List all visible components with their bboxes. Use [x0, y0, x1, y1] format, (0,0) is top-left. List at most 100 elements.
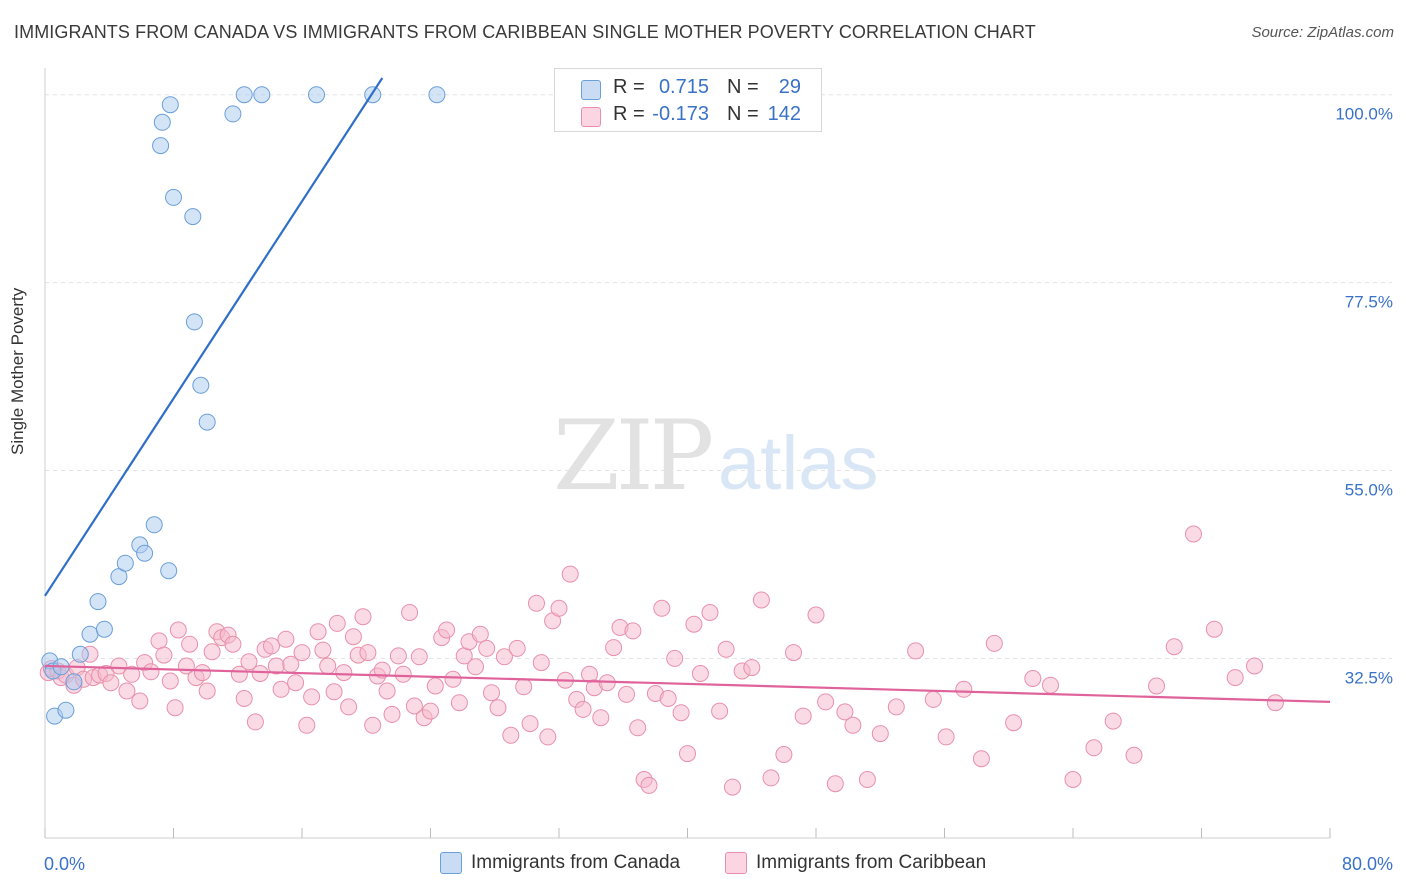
canada-point — [145, 516, 163, 534]
caribbean-point — [711, 702, 729, 720]
canada-point — [192, 376, 210, 394]
caribbean-point — [532, 654, 550, 672]
legend-swatch-canada — [581, 80, 601, 100]
legend-label-caribbean: Immigrants from Caribbean — [756, 852, 987, 873]
caribbean-point — [561, 565, 579, 583]
caribbean-point — [521, 715, 539, 733]
caribbean-point — [618, 685, 635, 703]
caribbean-point — [272, 680, 290, 698]
caribbean-point — [794, 707, 812, 725]
caribbean-point — [131, 692, 149, 710]
legend-row-canada: R = 0.715 N = 29 — [555, 73, 821, 101]
legend-swatch-caribbean — [581, 107, 601, 127]
caribbean-point — [775, 746, 793, 763]
caribbean-point — [150, 632, 168, 650]
caribbean-point — [1064, 771, 1082, 788]
caribbean-point — [235, 690, 253, 707]
canada-point — [81, 625, 99, 643]
caribbean-point — [717, 640, 735, 658]
y-tick-label: 100.0% — [1335, 105, 1393, 124]
caribbean-point — [685, 615, 703, 633]
canada-point — [198, 413, 216, 431]
x-tick-label: 0.0% — [44, 854, 85, 874]
canada-point — [89, 593, 107, 611]
caribbean-point — [924, 690, 942, 708]
caribbean-point — [359, 644, 377, 662]
canada-point — [71, 645, 89, 663]
caribbean-point — [277, 630, 295, 648]
caribbean-point — [574, 700, 592, 718]
caribbean-trend-line — [44, 664, 1331, 703]
caribbean-point — [335, 664, 353, 682]
caribbean-point — [515, 678, 533, 696]
caribbean-point — [467, 658, 484, 676]
caribbean-point — [251, 665, 269, 682]
caribbean-point — [224, 635, 242, 653]
caribbean-point — [985, 634, 1003, 652]
caribbean-point — [303, 688, 321, 706]
caribbean-point — [826, 775, 844, 793]
caribbean-point — [907, 642, 925, 660]
x-tick-label: 80.0% — [1342, 854, 1393, 874]
caribbean-point — [653, 599, 671, 617]
caribbean-point — [373, 661, 391, 679]
y-tick-label: 77.5% — [1345, 293, 1393, 312]
caribbean-point — [640, 776, 658, 794]
caribbean-point — [672, 704, 690, 722]
caribbean-point — [1024, 670, 1042, 687]
canada-point — [116, 554, 134, 572]
correlation-legend: R = 0.715 N = 29 R = -0.173 N = 142 — [554, 68, 822, 132]
caribbean-point — [972, 750, 990, 768]
caribbean-point — [181, 635, 199, 653]
canada-point — [65, 673, 83, 691]
caribbean-point — [495, 648, 513, 666]
caribbean-point — [155, 646, 173, 664]
caribbean-point — [605, 639, 623, 657]
caribbean-point — [198, 682, 216, 700]
caribbean-point — [1148, 677, 1165, 695]
caribbean-point — [405, 697, 423, 715]
caribbean-point — [592, 709, 610, 727]
legend-swatch-canada — [440, 852, 462, 874]
canada-point — [57, 701, 75, 719]
caribbean-point — [817, 693, 835, 711]
legend-r-value: -0.173 — [652, 103, 709, 125]
caribbean-point — [309, 623, 327, 641]
canada-point — [95, 620, 113, 638]
caribbean-point — [450, 694, 468, 712]
legend-swatch-caribbean — [725, 852, 747, 874]
canada-point — [308, 86, 325, 104]
caribbean-point — [1246, 657, 1263, 675]
canada-point — [224, 105, 242, 123]
chart-title: IMMIGRANTS FROM CANADA VS IMMIGRANTS FRO… — [14, 22, 1036, 42]
caribbean-point — [1042, 676, 1059, 694]
caribbean-point — [701, 604, 719, 621]
watermark-atlas: atlas — [718, 421, 879, 506]
caribbean-point — [550, 599, 568, 617]
caribbean-point — [1104, 712, 1122, 730]
caribbean-point — [240, 653, 258, 671]
source-label: Source: ZipAtlas.com — [1251, 24, 1394, 41]
canada-point — [165, 188, 182, 206]
caribbean-point — [354, 608, 372, 626]
caribbean-point — [166, 699, 184, 717]
caribbean-point — [364, 716, 382, 734]
caribbean-point — [679, 745, 696, 763]
legend-r-label: R = — [613, 76, 645, 98]
caribbean-point — [344, 628, 362, 646]
caribbean-point — [659, 690, 677, 707]
canada-trend-line — [44, 77, 384, 597]
caribbean-point — [1185, 525, 1202, 543]
legend-r-label: R = — [613, 103, 645, 125]
caribbean-point — [401, 604, 419, 621]
caribbean-point — [102, 674, 120, 692]
y-axis-label: Single Mother Poverty — [8, 287, 27, 455]
caribbean-point — [1085, 739, 1103, 757]
legend-r-value: 0.715 — [658, 76, 709, 98]
caribbean-point — [123, 665, 141, 683]
canada-point — [161, 96, 179, 114]
caribbean-point — [489, 699, 507, 717]
caribbean-point — [743, 659, 761, 677]
y-tick-label: 32.5% — [1345, 668, 1393, 687]
